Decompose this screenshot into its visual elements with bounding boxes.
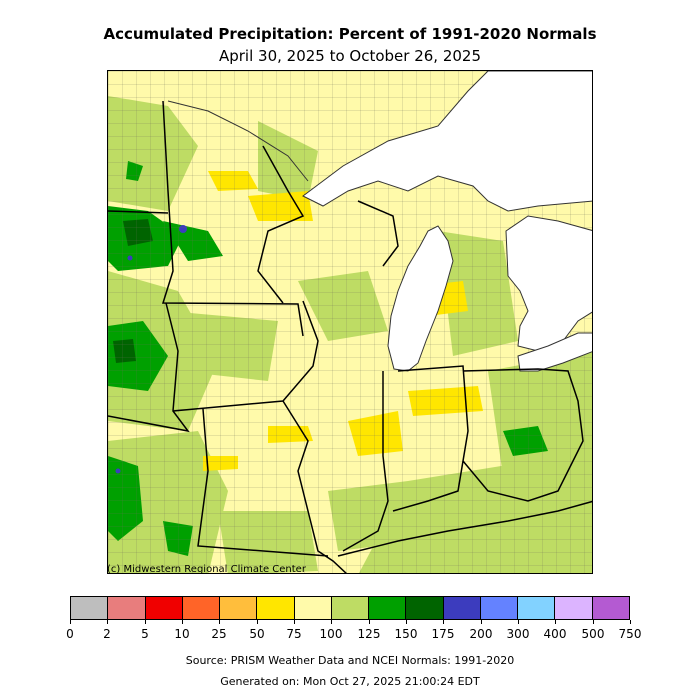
- legend-tick: [406, 620, 407, 624]
- legend-swatch: [256, 597, 294, 619]
- legend-swatch: [405, 597, 443, 619]
- map-credit: (c) Midwestern Regional Climate Center: [107, 564, 306, 575]
- map-panel: [107, 70, 593, 574]
- legend-tick: [182, 620, 183, 624]
- legend-tick-label: 200: [469, 627, 493, 641]
- generated-note: Generated on: Mon Oct 27, 2025 21:00:24 …: [220, 675, 480, 688]
- legend-tick-label: 125: [357, 627, 381, 641]
- legend-swatch: [107, 597, 145, 619]
- legend-tick-label: 50: [249, 627, 265, 641]
- legend-tick: [443, 620, 444, 624]
- legend-tick-label: 25: [211, 627, 227, 641]
- legend-tick: [331, 620, 332, 624]
- legend-swatch: [71, 597, 108, 619]
- map-title: Accumulated Precipitation: Percent of 19…: [103, 25, 597, 43]
- legend-tick-label: 175: [431, 627, 455, 641]
- legend-swatch: [293, 597, 331, 619]
- source-note: Source: PRISM Weather Data and NCEI Norm…: [185, 654, 515, 667]
- legend-colorbar: [70, 596, 630, 620]
- precipitation-map: [108, 71, 592, 573]
- legend-swatch: [442, 597, 480, 619]
- legend-tick: [630, 620, 631, 624]
- legend-tick-label: 300: [506, 627, 530, 641]
- legend-swatch: [517, 597, 555, 619]
- legend-tick-label: 10: [174, 627, 190, 641]
- lake-superior-shore: [167, 100, 309, 182]
- legend-swatch: [219, 597, 257, 619]
- legend-tick: [70, 620, 71, 624]
- state-borders: [108, 100, 592, 573]
- legend-tick-label: 5: [141, 627, 149, 641]
- legend-tick: [219, 620, 220, 624]
- legend-tick: [257, 620, 258, 624]
- legend-tick: [518, 620, 519, 624]
- great-lakes: [302, 71, 592, 372]
- legend-swatch: [181, 597, 220, 619]
- legend-tick-label: 400: [543, 627, 567, 641]
- legend-ticks: 0 2 5 10 25 50 75 100 125 150 175 200 300 400 500 750: [66, 620, 641, 644]
- legend-tick-label: 750: [618, 627, 642, 641]
- legend-swatch: [144, 597, 182, 619]
- legend-tick: [481, 620, 482, 624]
- legend-tick-label: 150: [394, 627, 418, 641]
- legend-swatch: [591, 597, 629, 619]
- legend-tick: [555, 620, 556, 624]
- legend-tick: [145, 620, 146, 624]
- legend-tick: [369, 620, 370, 624]
- legend-tick-label: 2: [103, 627, 111, 641]
- legend-tick: [294, 620, 295, 624]
- legend-swatch: [554, 597, 592, 619]
- legend-tick-label: 0: [66, 627, 74, 641]
- legend-tick: [107, 620, 108, 624]
- legend-swatch: [368, 597, 406, 619]
- legend-swatch: [330, 597, 369, 619]
- legend-tick: [593, 620, 594, 624]
- legend-tick-label: 75: [286, 627, 302, 641]
- legend-tick-label: 100: [319, 627, 343, 641]
- map-subtitle: April 30, 2025 to October 26, 2025: [218, 47, 482, 65]
- legend-swatch: [479, 597, 518, 619]
- legend-tick-label: 500: [581, 627, 605, 641]
